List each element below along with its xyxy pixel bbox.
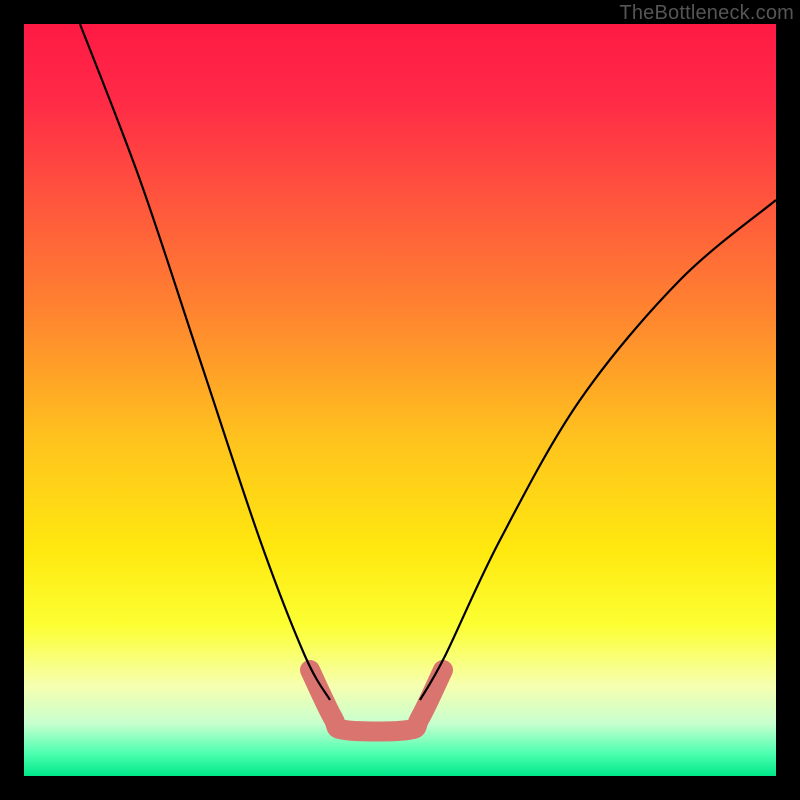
- plot-background: [24, 24, 776, 776]
- bottleneck-chart: [0, 0, 800, 800]
- watermark-text: TheBottleneck.com: [619, 2, 794, 25]
